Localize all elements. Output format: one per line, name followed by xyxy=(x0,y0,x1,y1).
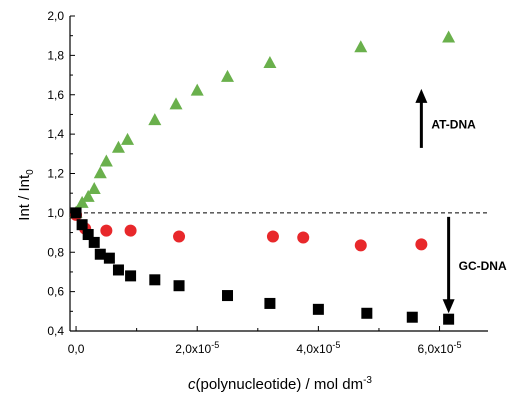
data-point-circle xyxy=(173,230,186,243)
x-tick-label: 0,0 xyxy=(68,342,85,356)
data-point-triangle xyxy=(93,166,107,179)
data-point-triangle xyxy=(354,40,368,53)
data-point-circle xyxy=(266,230,279,243)
arrow-head xyxy=(415,88,428,103)
data-point-square xyxy=(222,290,234,302)
data-point-circle xyxy=(100,224,113,237)
data-point-circle xyxy=(354,239,367,252)
data-point-square xyxy=(88,236,100,248)
data-point-square xyxy=(70,207,82,219)
data-point-square xyxy=(312,303,324,315)
y-tick-label: 0,8 xyxy=(47,245,64,259)
x-tick-label: 2,0x10-5 xyxy=(175,340,219,356)
x-axis-title: c(polynucleotide) / mol dm-3 xyxy=(188,375,372,393)
data-point-triangle xyxy=(148,113,162,126)
data-point-square xyxy=(82,229,94,241)
y-tick-label: 0,4 xyxy=(47,324,64,338)
down-arrow xyxy=(442,216,455,314)
data-point-triangle xyxy=(263,56,277,69)
data-point-triangle xyxy=(221,69,235,82)
data-points xyxy=(69,30,456,325)
data-point-triangle xyxy=(81,189,95,202)
data-point-square xyxy=(443,313,455,325)
data-point-triangle xyxy=(121,132,135,145)
y-tick-label: 1,8 xyxy=(47,48,64,62)
y-tick-label: 1,2 xyxy=(47,167,64,181)
at-dna-label: AT-DNA xyxy=(431,117,476,131)
arrow-head xyxy=(442,299,455,314)
data-point-triangle xyxy=(87,182,101,195)
y-tick-label: 1,4 xyxy=(47,127,64,141)
gc-dna-label: GC-DNA xyxy=(459,259,507,273)
data-point-square xyxy=(103,252,115,264)
y-axis-title: Int / Int0 xyxy=(16,169,36,221)
data-point-square xyxy=(125,270,137,282)
data-point-triangle xyxy=(442,30,456,43)
x-axis: 0,0 2,0x10-5 4,0x10-5 6,0x10-5 xyxy=(68,326,462,356)
data-point-square xyxy=(406,311,418,323)
y-tick-label: 1,6 xyxy=(47,88,64,102)
y-tick-label: 2,0 xyxy=(47,9,64,23)
data-point-circle xyxy=(297,231,310,244)
data-point-triangle xyxy=(169,97,183,110)
annotations: AT-DNA GC-DNA xyxy=(415,88,507,314)
y-axis: 0,4 0,6 0,8 1,0 1,2 1,4 1,6 1,8 2,0 xyxy=(47,9,75,338)
plot-frame xyxy=(69,16,488,332)
data-point-circle xyxy=(415,238,428,251)
data-point-triangle xyxy=(99,154,113,167)
x-tick-label: 4,0x10-5 xyxy=(296,340,340,356)
data-point-circle xyxy=(124,224,137,237)
x-tick-label: 6,0x10-5 xyxy=(418,340,462,356)
up-arrow xyxy=(415,88,428,148)
data-point-square xyxy=(264,297,276,309)
data-point-square xyxy=(94,248,106,260)
data-point-square xyxy=(149,274,161,286)
data-point-square xyxy=(173,280,185,292)
data-point-triangle xyxy=(190,83,204,96)
data-point-triangle xyxy=(111,140,125,153)
y-tick-label: 1,0 xyxy=(47,206,64,220)
data-point-square xyxy=(361,307,373,319)
y-tick-label: 0,6 xyxy=(47,285,64,299)
data-point-square xyxy=(112,264,124,276)
data-point-square xyxy=(76,219,88,231)
